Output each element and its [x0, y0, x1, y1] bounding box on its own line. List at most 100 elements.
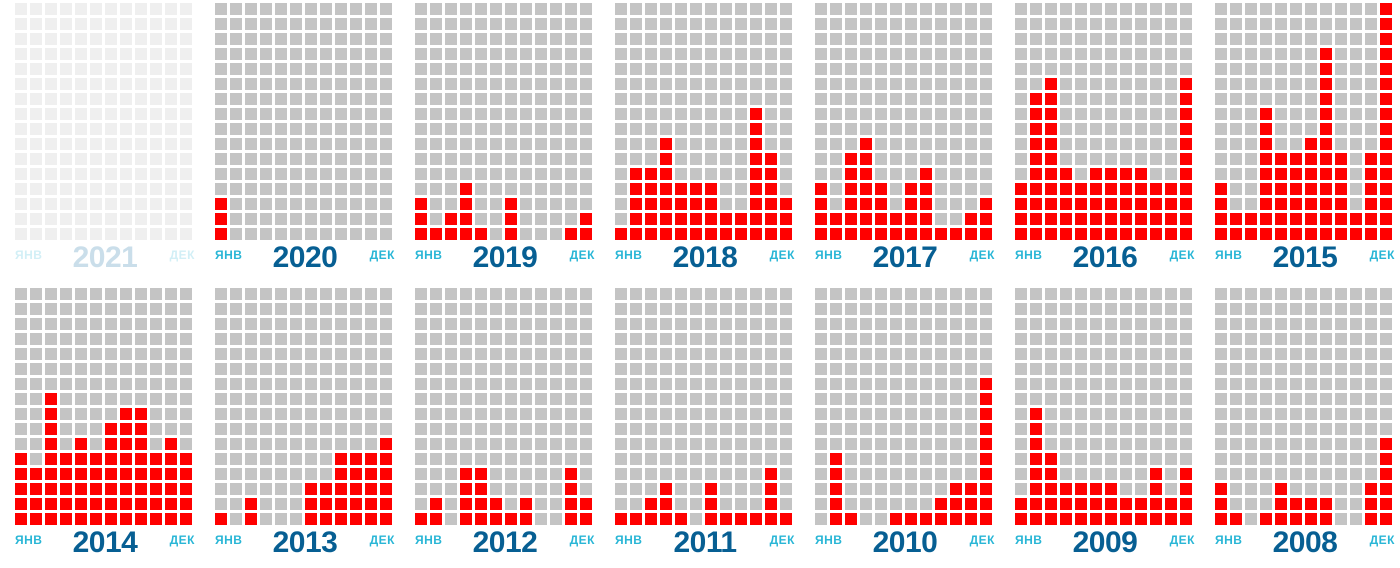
empty-cell: [630, 303, 642, 315]
empty-cell: [830, 123, 842, 135]
count-cell: [120, 498, 132, 510]
empty-cell: [520, 423, 532, 435]
empty-cell: [780, 168, 792, 180]
empty-cell: [490, 363, 502, 375]
empty-cell: [950, 48, 962, 60]
empty-cell: [690, 423, 702, 435]
empty-cell: [580, 93, 592, 105]
empty-cell: [1075, 438, 1087, 450]
empty-cell: [950, 318, 962, 330]
empty-cell: [535, 153, 547, 165]
empty-cell: [845, 438, 857, 450]
empty-cell: [1120, 63, 1132, 75]
empty-cell: [105, 393, 117, 405]
month-start-label: ЯНВ: [215, 533, 243, 547]
empty-cell: [460, 63, 472, 75]
count-cell: [1380, 183, 1392, 195]
empty-cell: [365, 63, 377, 75]
empty-cell: [690, 93, 702, 105]
empty-cell: [380, 228, 392, 240]
count-cell: [120, 468, 132, 480]
empty-cell: [15, 348, 27, 360]
empty-cell: [1215, 3, 1227, 15]
empty-cell: [1165, 288, 1177, 300]
empty-cell: [180, 33, 192, 45]
empty-cell: [1045, 33, 1057, 45]
month-start-label: ЯНВ: [615, 248, 643, 262]
empty-cell: [860, 93, 872, 105]
empty-cell: [675, 18, 687, 30]
empty-cell: [230, 498, 242, 510]
empty-cell: [1015, 78, 1027, 90]
empty-cell: [1365, 288, 1377, 300]
empty-cell: [875, 168, 887, 180]
count-cell: [630, 168, 642, 180]
empty-cell: [690, 18, 702, 30]
empty-cell: [1105, 303, 1117, 315]
empty-cell: [120, 33, 132, 45]
count-cell: [830, 228, 842, 240]
count-cell: [645, 198, 657, 210]
empty-cell: [90, 288, 102, 300]
empty-cell: [365, 168, 377, 180]
empty-cell: [1350, 393, 1362, 405]
empty-cell: [1335, 468, 1347, 480]
empty-cell: [290, 153, 302, 165]
empty-cell: [630, 498, 642, 510]
empty-cell: [630, 153, 642, 165]
empty-cell: [830, 108, 842, 120]
empty-cell: [445, 468, 457, 480]
empty-cell: [445, 393, 457, 405]
empty-cell: [75, 153, 87, 165]
count-cell: [1290, 153, 1302, 165]
empty-cell: [965, 108, 977, 120]
empty-cell: [305, 378, 317, 390]
count-cell: [830, 468, 842, 480]
count-cell: [750, 123, 762, 135]
count-cell: [765, 468, 777, 480]
empty-cell: [1135, 438, 1147, 450]
empty-cell: [380, 393, 392, 405]
empty-cell: [1135, 153, 1147, 165]
empty-cell: [550, 453, 562, 465]
count-cell: [460, 483, 472, 495]
empty-cell: [550, 348, 562, 360]
empty-cell: [720, 18, 732, 30]
empty-cell: [1230, 153, 1242, 165]
empty-cell: [60, 348, 72, 360]
empty-cell: [750, 3, 762, 15]
empty-cell: [1380, 393, 1392, 405]
empty-cell: [460, 78, 472, 90]
empty-cell: [830, 333, 842, 345]
empty-cell: [380, 348, 392, 360]
count-cell: [1045, 228, 1057, 240]
empty-cell: [165, 93, 177, 105]
empty-cell: [290, 138, 302, 150]
empty-cell: [90, 3, 102, 15]
empty-cell: [550, 303, 562, 315]
empty-cell: [120, 183, 132, 195]
empty-cell: [675, 303, 687, 315]
empty-cell: [765, 363, 777, 375]
empty-cell: [1165, 108, 1177, 120]
empty-cell: [75, 168, 87, 180]
empty-cell: [705, 78, 717, 90]
empty-cell: [120, 18, 132, 30]
empty-cell: [1335, 18, 1347, 30]
empty-cell: [1350, 138, 1362, 150]
count-cell: [1075, 228, 1087, 240]
empty-cell: [1045, 378, 1057, 390]
count-cell: [45, 513, 57, 525]
empty-cell: [1275, 318, 1287, 330]
empty-cell: [60, 318, 72, 330]
count-cell: [660, 213, 672, 225]
empty-cell: [1290, 288, 1302, 300]
empty-cell: [1380, 378, 1392, 390]
empty-cell: [720, 33, 732, 45]
empty-cell: [90, 18, 102, 30]
empty-cell: [935, 108, 947, 120]
empty-cell: [705, 123, 717, 135]
empty-cell: [380, 378, 392, 390]
empty-cell: [350, 138, 362, 150]
empty-cell: [1060, 3, 1072, 15]
